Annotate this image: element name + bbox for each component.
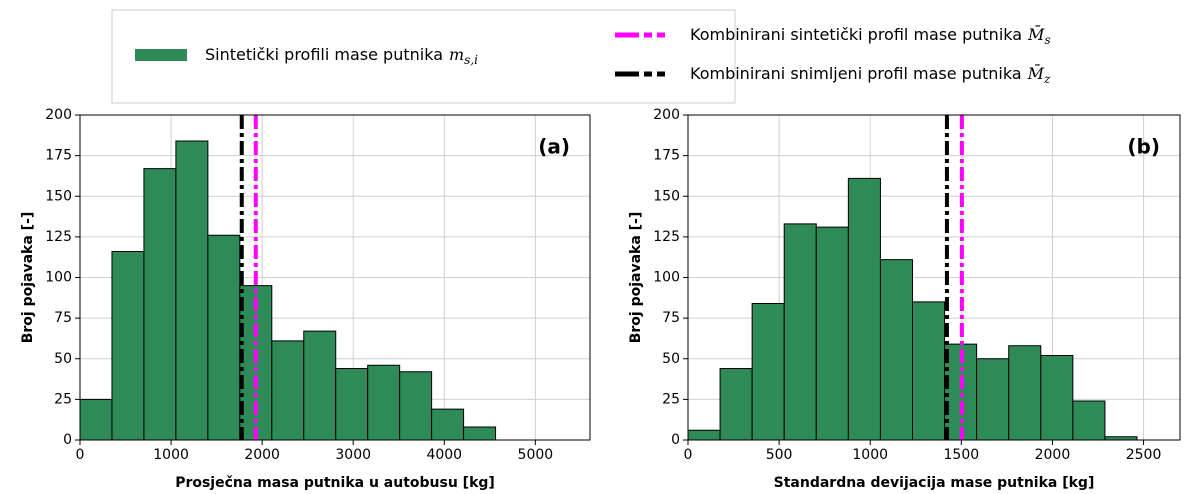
y-axis-label: Broj pojavaka [-] <box>628 212 644 344</box>
x-tick-label: 0 <box>76 447 85 463</box>
legend-text: Kombinirani sintetički profil mase putni… <box>690 25 1022 44</box>
legend-swatch <box>135 49 187 61</box>
x-tick-label: 0 <box>684 447 693 463</box>
bar <box>847 177 881 441</box>
y-tick-label: 25 <box>662 391 680 407</box>
y-tick-label: 25 <box>54 391 72 407</box>
axes-frame <box>687 114 1181 441</box>
bar <box>111 251 145 441</box>
x-tick-label: 5000 <box>518 447 554 463</box>
bar <box>431 408 465 441</box>
x-tick-label: 2000 <box>1035 447 1071 463</box>
x-tick-label: 1000 <box>153 447 189 463</box>
x-tick-label: 2500 <box>1126 447 1162 463</box>
bar <box>976 358 1010 441</box>
bar <box>783 223 817 441</box>
bar <box>143 168 177 441</box>
y-tick-label: 100 <box>653 270 680 286</box>
y-tick-label: 175 <box>45 148 72 164</box>
y-tick-label: 150 <box>45 188 72 204</box>
legend-subscript: s,i <box>464 53 478 67</box>
legend-text: Kombinirani snimljeni profil mase putnik… <box>690 64 1022 83</box>
bar <box>303 330 337 441</box>
y-tick-label: 75 <box>54 310 72 326</box>
axes-frame <box>79 114 591 441</box>
legend-symbol: m <box>449 45 464 64</box>
bar <box>1040 355 1074 441</box>
bar <box>79 398 113 441</box>
legend-text: Sintetički profili mase putnika <box>205 45 443 64</box>
y-tick-label: 50 <box>54 351 72 367</box>
y-tick-label: 125 <box>653 229 680 245</box>
bar <box>463 426 497 441</box>
bar <box>1008 345 1042 441</box>
x-tick-label: 2000 <box>244 447 280 463</box>
y-tick-label: 175 <box>653 148 680 164</box>
legend-label: Kombinirani snimljeni profil mase putnik… <box>690 62 1051 86</box>
legend-label: Sintetički profili mase putnika ms,i <box>205 45 478 67</box>
legend-subscript: s <box>1044 33 1050 47</box>
y-tick-label: 150 <box>653 188 680 204</box>
bar <box>271 340 305 441</box>
bar <box>1072 400 1106 441</box>
y-axis-label: Broj pojavaka [-] <box>20 212 36 344</box>
bar <box>687 429 721 441</box>
y-tick-label: 75 <box>662 310 680 326</box>
y-tick-label: 0 <box>63 432 72 448</box>
annotation: (b) <box>1127 135 1160 159</box>
y-tick-label: 125 <box>45 229 72 245</box>
y-tick-label: 0 <box>671 432 680 448</box>
x-axis-label: Prosječna masa putnika u autobusu [kg] <box>175 475 495 491</box>
bar <box>815 226 849 441</box>
bar <box>367 364 401 441</box>
annotation: (a) <box>538 135 570 159</box>
bar <box>719 368 753 441</box>
y-tick-label: 100 <box>45 270 72 286</box>
x-tick-label: 4000 <box>426 447 462 463</box>
x-tick-label: 3000 <box>335 447 371 463</box>
legend-label: Kombinirani sintetički profil mase putni… <box>690 23 1051 47</box>
x-tick-label: 1000 <box>852 447 888 463</box>
bar <box>399 371 433 441</box>
bar <box>879 259 913 441</box>
y-tick-label: 200 <box>45 107 72 123</box>
x-tick-label: 1500 <box>944 447 980 463</box>
x-tick-label: 500 <box>766 447 793 463</box>
y-tick-label: 200 <box>653 107 680 123</box>
legend-symbol: M̄ <box>1027 23 1045 44</box>
y-tick-label: 50 <box>662 351 680 367</box>
bar <box>911 301 946 441</box>
bar <box>335 368 369 441</box>
bar <box>207 234 241 441</box>
legend-subscript: z <box>1043 72 1051 86</box>
legend-symbol: M̄ <box>1027 62 1045 83</box>
legend-box <box>111 9 736 104</box>
bar <box>175 140 209 441</box>
x-axis-label: Standardna devijacija mase putnika [kg] <box>774 475 1095 491</box>
bar <box>751 303 785 441</box>
